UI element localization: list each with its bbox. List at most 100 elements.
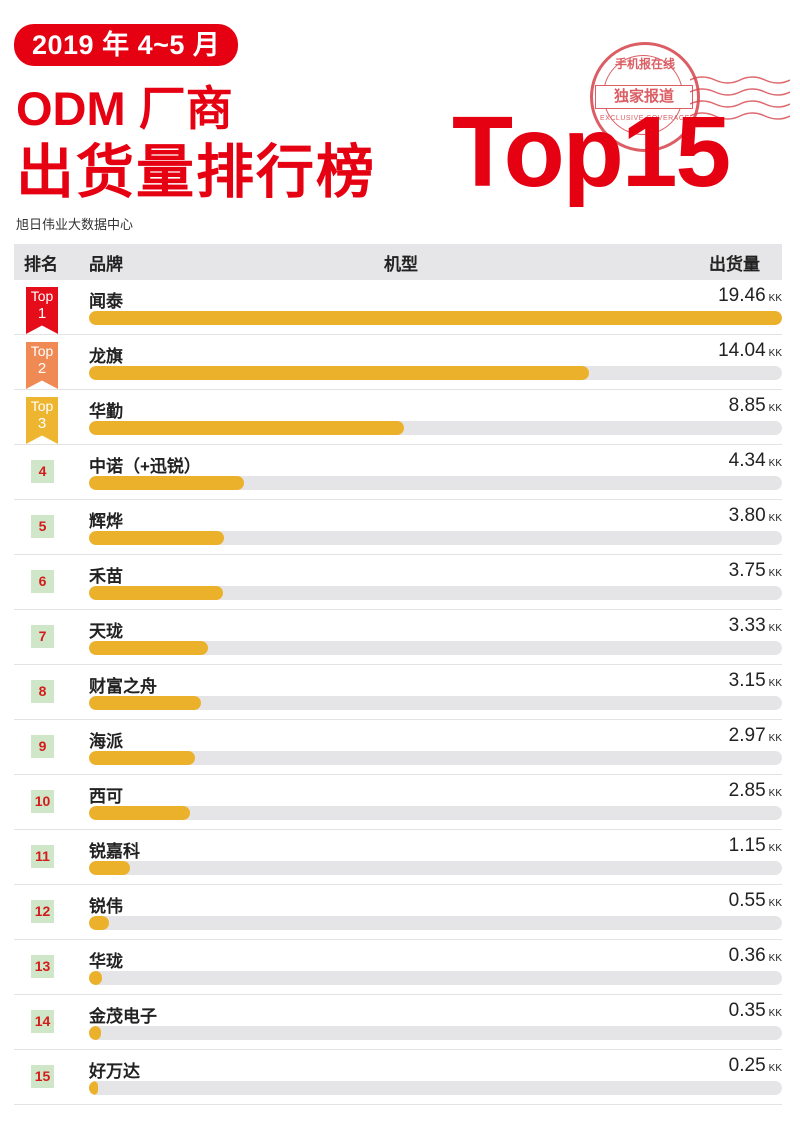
shipment-number: 3.33	[728, 615, 766, 636]
bar-fill	[89, 586, 223, 600]
ribbon-top-label: Top	[30, 288, 54, 304]
shipment-number: 3.80	[728, 505, 766, 526]
shipment-unit: KK	[768, 898, 782, 909]
table-row: Top 2 龙旗 14.04 KK	[14, 335, 782, 390]
ribbon-top-label: Top	[30, 343, 54, 359]
shipment-value: 2.85 KK	[729, 780, 782, 802]
bar-fill	[89, 751, 195, 765]
column-header-rank: 排名	[24, 254, 58, 274]
bar-track	[89, 916, 782, 930]
bar-track	[89, 641, 782, 655]
rank-number: 7	[31, 625, 54, 648]
bar-track	[89, 806, 782, 820]
table-row: 7 天珑 3.33 KK	[14, 610, 782, 665]
shipment-number: 3.75	[728, 560, 766, 581]
brand-name: 好万达	[89, 1062, 140, 1081]
table-row: 5 辉烨 3.80 KK	[14, 500, 782, 555]
rank-ribbon-icon: Top 1	[26, 287, 58, 334]
shipment-value: 3.80 KK	[729, 505, 782, 527]
table-row: 15 好万达 0.25 KK	[14, 1050, 782, 1105]
brand-name: 辉烨	[89, 512, 123, 531]
stamp-banner: 独家报道	[595, 85, 693, 109]
brand-name: 华珑	[89, 952, 123, 971]
brand-name: 西可	[89, 787, 123, 806]
bar-track	[89, 696, 782, 710]
table-row: Top 3 华勤 8.85 KK	[14, 390, 782, 445]
bar-track	[89, 751, 782, 765]
shipment-value: 1.15 KK	[729, 835, 782, 857]
shipment-unit: KK	[768, 678, 782, 689]
shipment-unit: KK	[768, 568, 782, 579]
bar-fill	[89, 806, 191, 820]
date-range-pill: 2019 年 4~5 月	[14, 24, 239, 66]
shipment-unit: KK	[768, 513, 782, 524]
top15-label: Top15	[452, 96, 731, 208]
shipment-value: 0.36 KK	[729, 945, 782, 967]
bar-fill	[89, 696, 202, 710]
shipment-unit: KK	[768, 843, 782, 854]
shipment-number: 19.46	[718, 285, 766, 306]
shipment-number: 0.36	[728, 945, 766, 966]
table-row: 8 财富之舟 3.15 KK	[14, 665, 782, 720]
bar-fill	[89, 641, 208, 655]
bar-fill	[89, 311, 782, 325]
shipment-unit: KK	[768, 1008, 782, 1019]
page-title-line1: ODM 厂商	[16, 82, 233, 135]
brand-name: 天珑	[89, 622, 123, 641]
bar-track	[89, 421, 782, 435]
bar-fill	[89, 971, 102, 985]
rank-number: 8	[31, 680, 54, 703]
rank-number: 13	[31, 955, 54, 978]
rank-number: 2	[37, 360, 47, 377]
ranking-table: 排名 品牌 机型 出货量 Top 1 闻泰 19.46 KK Top 2 龙旗 14.04 KK T…	[14, 244, 782, 1105]
rank-ribbon-icon: Top 3	[26, 397, 58, 444]
shipment-unit: KK	[768, 293, 782, 304]
brand-name: 金茂电子	[89, 1007, 157, 1026]
rank-number: 5	[31, 515, 54, 538]
bar-track	[89, 861, 782, 875]
bar-track	[89, 366, 782, 380]
postmark-waves-icon	[690, 76, 790, 120]
brand-name: 中诺（+迅锐）	[89, 457, 201, 476]
bar-fill	[89, 476, 244, 490]
rank-number: 4	[31, 460, 54, 483]
table-row: 6 禾苗 3.75 KK	[14, 555, 782, 610]
table-body: Top 1 闻泰 19.46 KK Top 2 龙旗 14.04 KK Top 3 华勤 8.85 KK 4 中…	[14, 280, 782, 1105]
table-row: 11 锐嘉科 1.15 KK	[14, 830, 782, 885]
brand-name: 龙旗	[89, 347, 123, 366]
rank-number: 3	[37, 415, 47, 432]
bar-track	[89, 1081, 782, 1095]
shipment-number: 3.15	[728, 670, 766, 691]
shipment-value: 3.33 KK	[729, 615, 782, 637]
rank-number: 11	[31, 845, 54, 868]
bar-fill	[89, 531, 225, 545]
shipment-value: 0.55 KK	[729, 890, 782, 912]
shipment-value: 0.35 KK	[729, 1000, 782, 1022]
rank-number: 15	[31, 1065, 54, 1088]
brand-name: 海派	[89, 732, 123, 751]
brand-name: 财富之舟	[89, 677, 157, 696]
bar-fill	[89, 366, 589, 380]
shipment-value: 14.04 KK	[718, 340, 782, 362]
bar-track	[89, 586, 782, 600]
shipment-unit: KK	[768, 1063, 782, 1074]
brand-name: 锐嘉科	[89, 842, 140, 861]
bar-track	[89, 531, 782, 545]
shipment-unit: KK	[768, 458, 782, 469]
shipment-value: 3.15 KK	[729, 670, 782, 692]
rank-ribbon-icon: Top 2	[26, 342, 58, 389]
brand-name: 锐伟	[89, 897, 123, 916]
table-row: 12 锐伟 0.55 KK	[14, 885, 782, 940]
table-row: 9 海派 2.97 KK	[14, 720, 782, 775]
brand-name: 闻泰	[89, 292, 123, 311]
shipment-number: 4.34	[728, 450, 766, 471]
shipment-value: 0.25 KK	[729, 1055, 782, 1077]
shipment-value: 3.75 KK	[729, 560, 782, 582]
exclusive-coverage-stamp-icon: 手机报在线 独家报道 EXCLUSIVE COVERAGE	[590, 42, 700, 152]
bar-fill	[89, 1026, 102, 1040]
shipment-unit: KK	[768, 348, 782, 359]
stamp-top-text: 手机报在线	[614, 57, 675, 71]
table-row: 13 华珑 0.36 KK	[14, 940, 782, 995]
column-header-brand: 品牌	[89, 254, 123, 274]
table-row: 14 金茂电子 0.35 KK	[14, 995, 782, 1050]
